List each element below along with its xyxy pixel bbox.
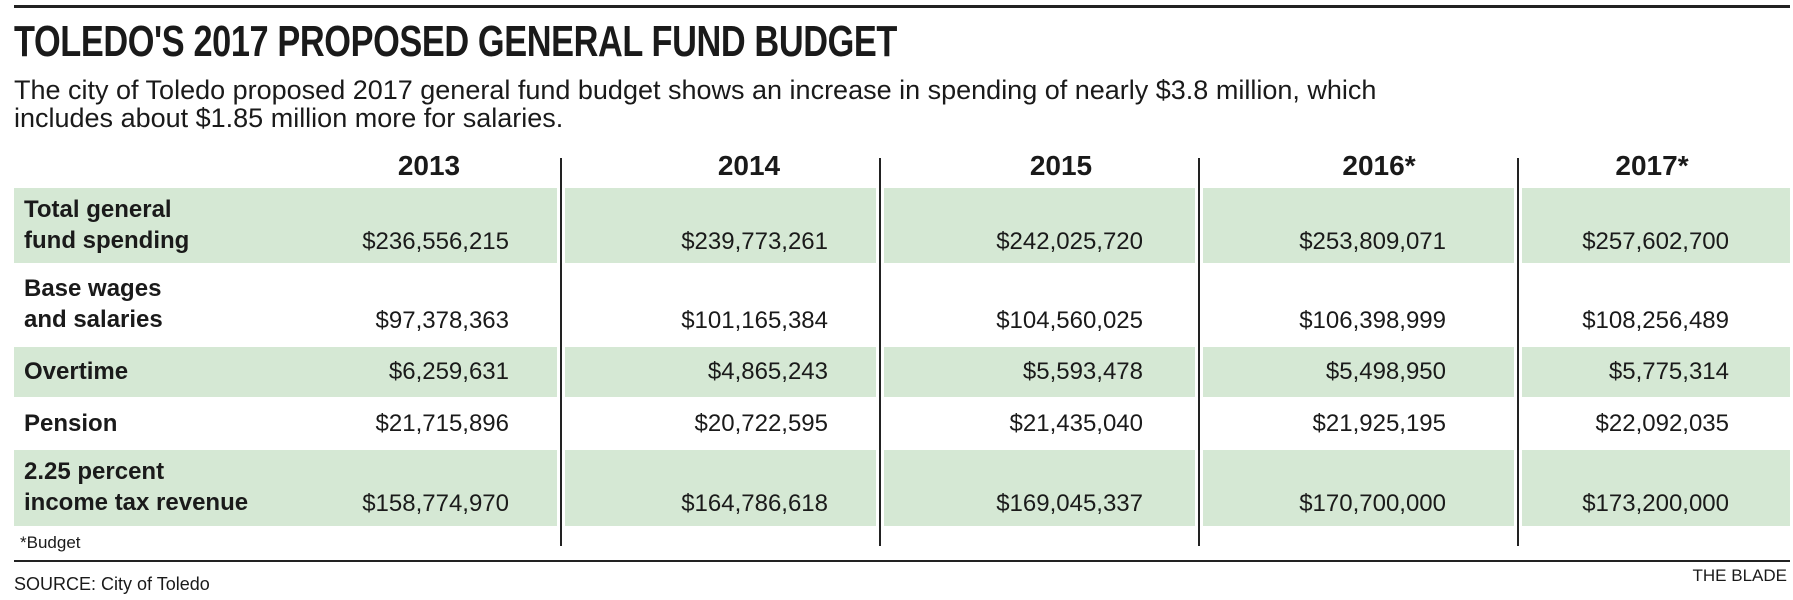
column-header-3: 2016* xyxy=(1342,150,1416,181)
table-cell: $97,378,363 xyxy=(375,307,509,334)
row-label: Pension xyxy=(24,409,118,437)
row-label: fund spending xyxy=(24,226,190,254)
row-label: 2.25 percent xyxy=(24,458,165,485)
row-label: Overtime xyxy=(24,358,129,385)
table-row: Overtime $6,259,631 $4,865,243 $5,593,478 $5… xyxy=(14,347,1790,397)
column-header-1: 2014 xyxy=(717,150,781,181)
column-header-0: 2013 xyxy=(397,150,461,181)
table-cell: $4,865,243 xyxy=(707,358,828,385)
table-cell: $106,398,999 xyxy=(1299,307,1446,334)
bottom-rule xyxy=(14,560,1790,562)
table-cell: $5,593,478 xyxy=(1022,358,1143,385)
table-cell: $5,498,950 xyxy=(1325,358,1446,385)
table-cell: $21,925,195 xyxy=(1312,409,1446,437)
table-cell: $20,722,595 xyxy=(694,409,828,437)
row-label: and salaries xyxy=(24,306,163,333)
table-cell: $236,556,215 xyxy=(362,227,509,255)
table-cell: $239,773,261 xyxy=(681,227,828,255)
table-cell: $170,700,000 xyxy=(1299,490,1446,517)
column-header-2: 2015 xyxy=(1029,150,1093,181)
subtitle-line-1: The city of Toledo proposed 2017 general… xyxy=(14,75,1377,105)
top-rule xyxy=(14,5,1790,8)
table-cell: $257,602,700 xyxy=(1582,227,1729,255)
table-row: 2.25 percent income tax revenue $158,774,9… xyxy=(14,450,1790,526)
source-credit: SOURCE: City of Toledo xyxy=(14,574,210,594)
table-row: Total general fund spending $236,556,215 $2… xyxy=(14,188,1790,263)
row-label: Base wages xyxy=(24,275,162,302)
table-row: Base wages and salaries $97,378,363 $101,16… xyxy=(14,263,1790,347)
table-cell: $158,774,970 xyxy=(362,490,509,517)
table-cell: $22,092,035 xyxy=(1595,409,1729,437)
column-divider xyxy=(879,158,881,546)
row-label: income tax revenue xyxy=(24,489,249,516)
table-cell: $21,435,040 xyxy=(1009,409,1143,437)
subtitle-line-2: includes about $1.85 million more for sa… xyxy=(14,103,564,133)
column-header-4: 2017* xyxy=(1615,150,1689,181)
table-cell: $169,045,337 xyxy=(996,490,1143,517)
page-title: TOLEDO'S 2017 PROPOSED GENERAL FUND BUDG… xyxy=(14,17,897,66)
table-cell: $6,259,631 xyxy=(388,358,509,385)
column-divider xyxy=(1198,158,1200,546)
table-cell: $108,256,489 xyxy=(1582,307,1729,334)
table-cell: $101,165,384 xyxy=(681,307,828,334)
row-label: Total general xyxy=(24,195,172,223)
table-row: Pension $21,715,896 $20,722,595 $21,435,040… xyxy=(14,397,1790,450)
table-cell: $242,025,720 xyxy=(996,227,1143,255)
table-cell: $5,775,314 xyxy=(1608,358,1729,385)
table-cell: $253,809,071 xyxy=(1299,227,1446,255)
table-cell: $21,715,896 xyxy=(375,409,509,437)
footnote: *Budget xyxy=(20,533,81,552)
table-cell: $164,786,618 xyxy=(681,490,828,517)
table-cell: $173,200,000 xyxy=(1582,490,1729,517)
table-cell: $104,560,025 xyxy=(996,307,1143,334)
column-divider xyxy=(1517,158,1519,546)
column-divider xyxy=(560,158,562,546)
publisher-credit: THE BLADE xyxy=(1692,566,1787,585)
